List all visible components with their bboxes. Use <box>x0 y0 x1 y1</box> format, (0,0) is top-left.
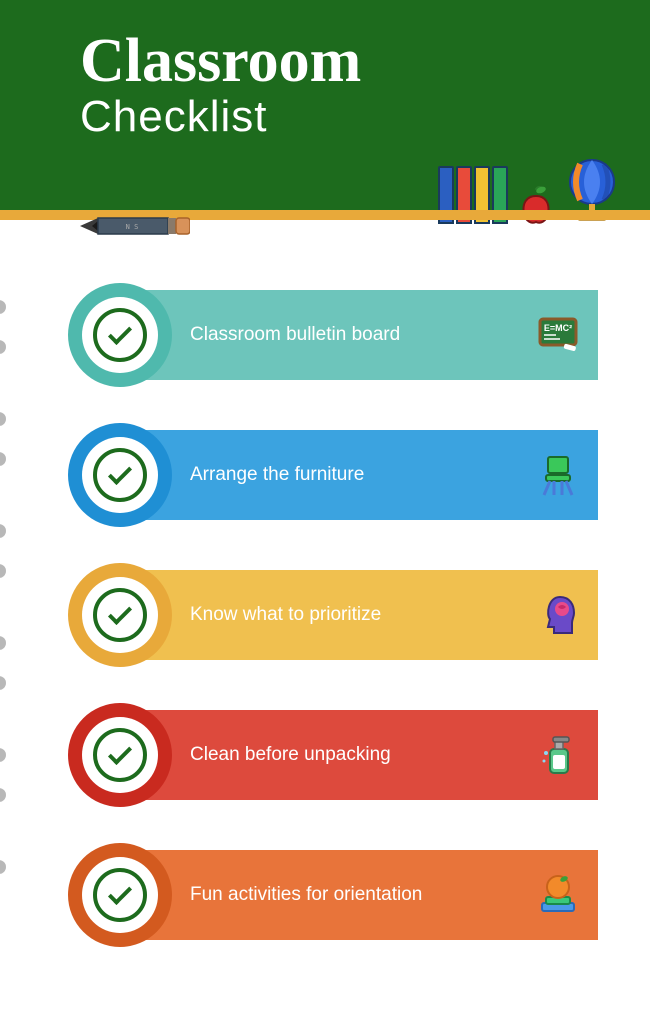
spiral-hole <box>0 524 6 538</box>
check-circle <box>68 423 172 527</box>
head-icon <box>536 593 580 637</box>
svg-text:N S: N S <box>126 223 139 231</box>
chalkboard-icon: E=MC² <box>536 313 580 357</box>
pencil-icon: N S <box>80 216 190 236</box>
checkmark-icon <box>108 321 132 345</box>
checkmark-icon <box>108 461 132 485</box>
spiral-hole <box>0 412 6 426</box>
spiral-binding <box>0 300 6 900</box>
checkmark-icon <box>108 601 132 625</box>
header: Classroom Checklist <box>0 0 650 210</box>
spiral-hole <box>0 340 6 354</box>
checkmark-icon <box>108 881 132 905</box>
item-label: Classroom bulletin board <box>190 324 400 346</box>
chair-icon <box>536 453 580 497</box>
checklist: Classroom bulletin board E=MC² Arrange the… <box>68 290 598 990</box>
spiral-hole <box>0 676 6 690</box>
checklist-item: Classroom bulletin board E=MC² <box>68 290 598 380</box>
title-line1: Classroom <box>80 30 650 92</box>
item-bar: Classroom bulletin board E=MC² <box>120 290 598 380</box>
spiral-hole <box>0 788 6 802</box>
item-label: Know what to prioritize <box>190 604 381 626</box>
item-bar: Know what to prioritize <box>120 570 598 660</box>
spiral-hole <box>0 748 6 762</box>
item-bar: Arrange the furniture <box>120 430 598 520</box>
spiral-hole <box>0 300 6 314</box>
item-label: Clean before unpacking <box>190 744 391 766</box>
spiral-hole <box>0 452 6 466</box>
check-circle <box>68 703 172 807</box>
checklist-item: Arrange the furniture <box>68 430 598 520</box>
soap-icon <box>536 733 580 777</box>
item-bar: Clean before unpacking <box>120 710 598 800</box>
checklist-item: Clean before unpacking <box>68 710 598 800</box>
check-circle <box>68 843 172 947</box>
checklist-item: Know what to prioritize <box>68 570 598 660</box>
spiral-hole <box>0 564 6 578</box>
item-bar: Fun activities for orientation <box>120 850 598 940</box>
title-line2: Checklist <box>80 92 650 142</box>
item-label: Arrange the furniture <box>190 464 364 486</box>
spiral-hole <box>0 860 6 874</box>
checkmark-icon <box>108 741 132 765</box>
check-circle <box>68 283 172 387</box>
svg-text:E=MC²: E=MC² <box>544 323 572 333</box>
spiral-hole <box>0 636 6 650</box>
checklist-item: Fun activities for orientation <box>68 850 598 940</box>
orange-icon <box>536 873 580 917</box>
item-label: Fun activities for orientation <box>190 884 422 906</box>
check-circle <box>68 563 172 667</box>
